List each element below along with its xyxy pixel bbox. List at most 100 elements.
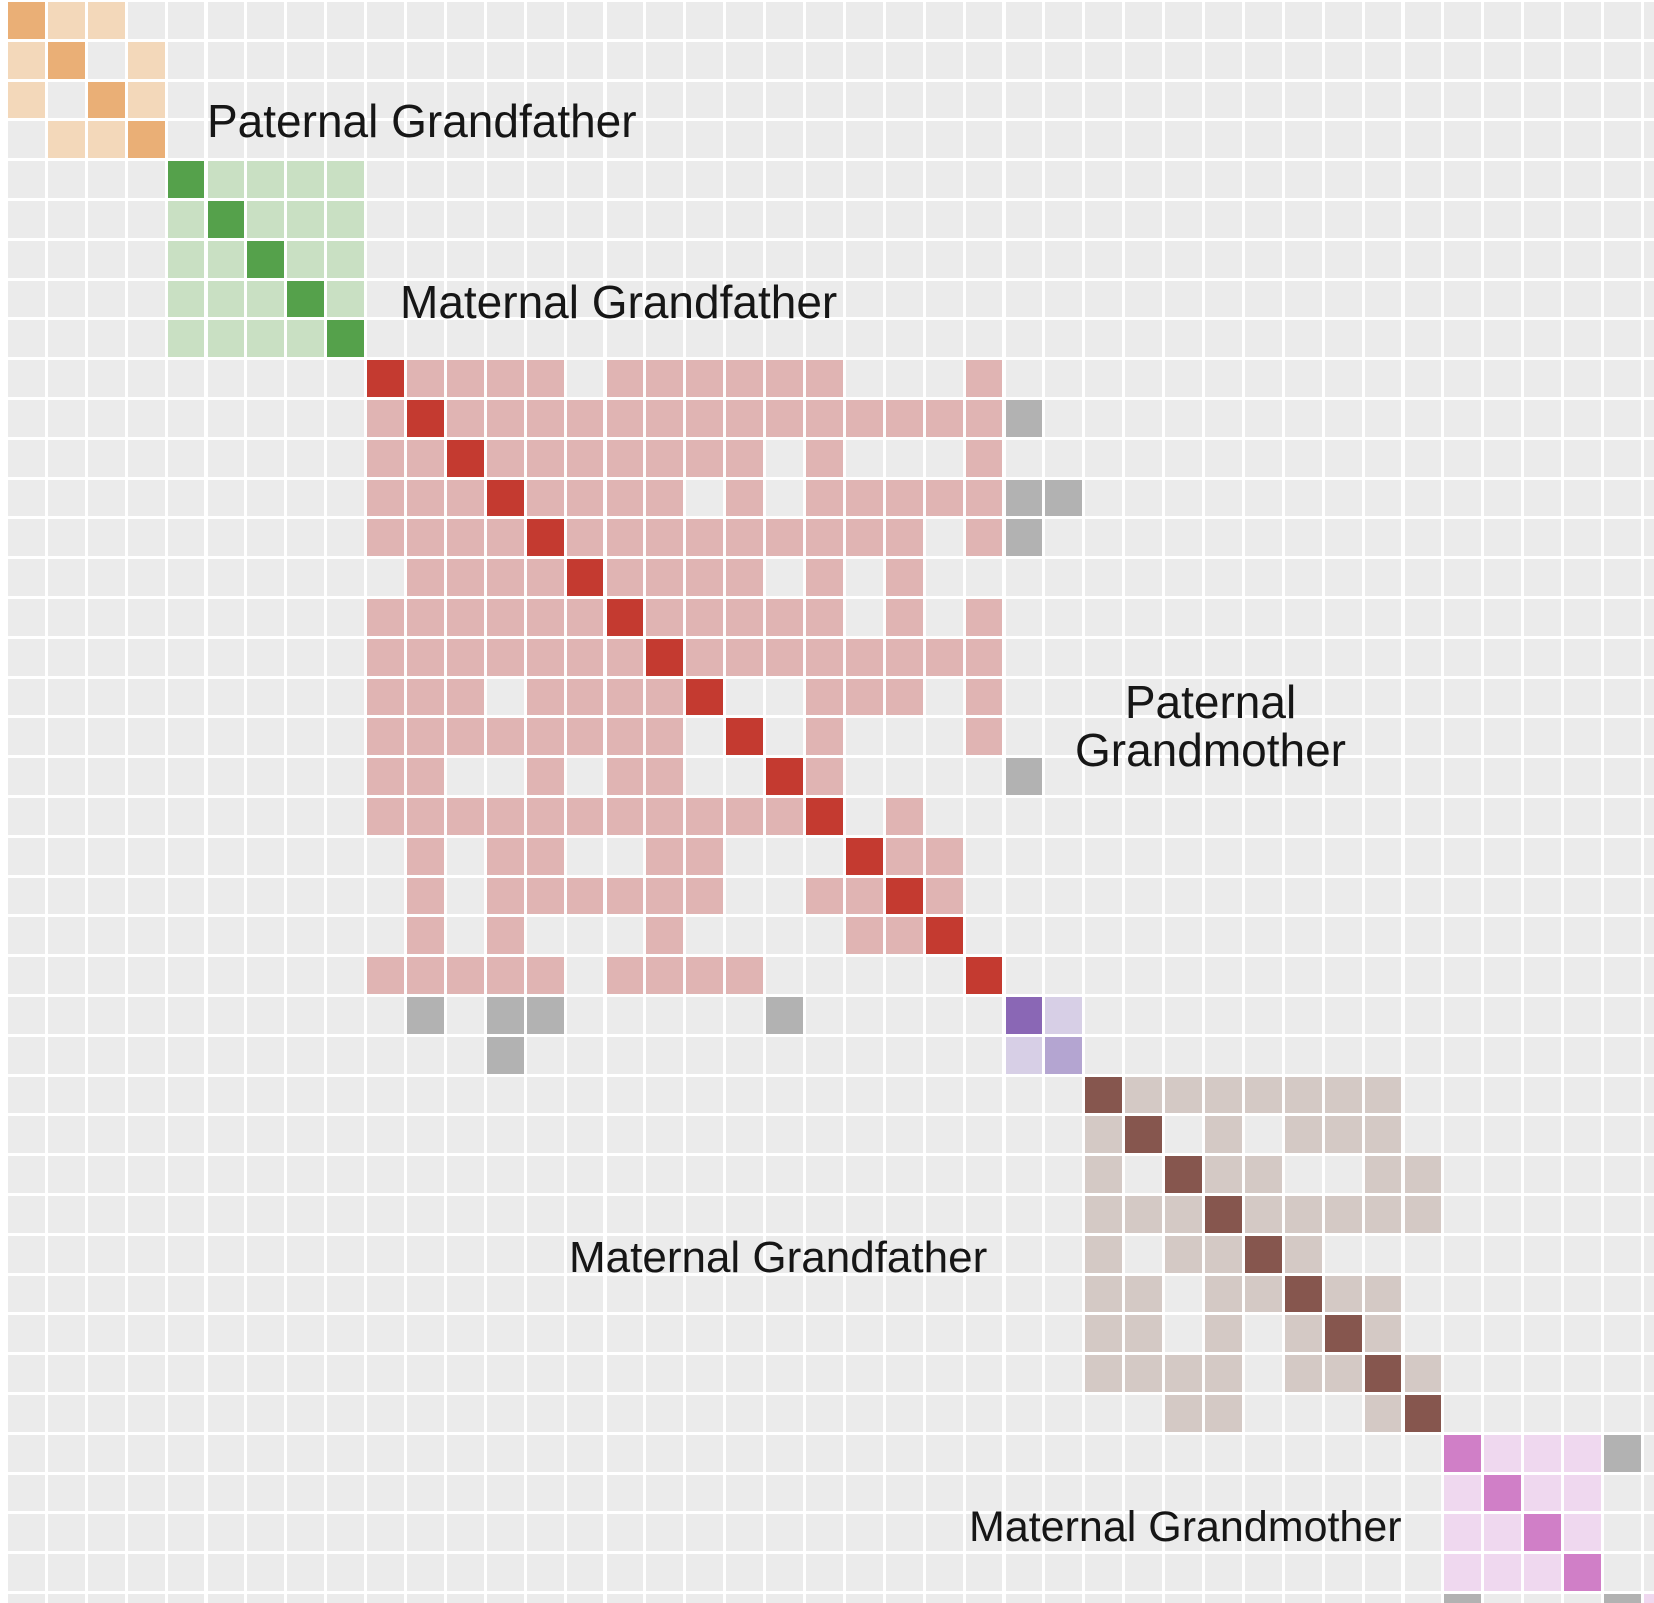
match-cell[interactable]	[446, 400, 484, 437]
match-cell[interactable]	[1364, 1275, 1402, 1313]
match-cell[interactable]	[885, 400, 923, 437]
match-cell[interactable]	[606, 678, 644, 716]
match-cell[interactable]	[1244, 1196, 1282, 1233]
match-cell[interactable]	[207, 320, 245, 358]
match-cell[interactable]	[486, 599, 524, 636]
match-cell[interactable]	[1444, 1514, 1482, 1552]
match-cell[interactable]	[885, 638, 923, 676]
match-cell[interactable]	[606, 599, 644, 636]
match-cell[interactable]	[726, 439, 764, 477]
match-cell[interactable]	[686, 837, 724, 875]
match-cell[interactable]	[925, 638, 963, 676]
match-cell[interactable]	[1564, 1514, 1601, 1552]
match-cell[interactable]	[646, 917, 684, 955]
match-cell[interactable]	[1205, 1156, 1242, 1194]
match-cell[interactable]	[806, 758, 843, 796]
match-cell[interactable]	[1125, 1315, 1163, 1353]
match-cell[interactable]	[965, 638, 1003, 676]
match-cell[interactable]	[367, 479, 404, 517]
match-cell[interactable]	[686, 678, 724, 716]
match-cell[interactable]	[766, 599, 803, 636]
match-cell[interactable]	[167, 280, 205, 318]
match-cell[interactable]	[1165, 1355, 1202, 1393]
match-cell[interactable]	[885, 917, 923, 955]
match-cell[interactable]	[646, 479, 684, 517]
match-cell[interactable]	[1125, 1275, 1163, 1313]
match-cell[interactable]	[1404, 1355, 1442, 1393]
match-cell[interactable]	[247, 280, 285, 318]
match-cell[interactable]	[486, 400, 524, 437]
match-cell[interactable]	[1125, 1116, 1163, 1154]
match-cell[interactable]	[207, 240, 245, 278]
match-cell[interactable]	[1125, 1196, 1163, 1233]
match-cell[interactable]	[1604, 1434, 1641, 1472]
match-cell[interactable]	[925, 479, 963, 517]
match-cell[interactable]	[367, 638, 404, 676]
match-cell[interactable]	[766, 798, 803, 835]
match-cell[interactable]	[127, 121, 165, 159]
match-cell[interactable]	[407, 997, 444, 1034]
match-cell[interactable]	[1085, 1076, 1123, 1114]
match-cell[interactable]	[1165, 1076, 1202, 1114]
match-cell[interactable]	[1284, 1355, 1322, 1393]
match-cell[interactable]	[486, 360, 524, 398]
match-cell[interactable]	[1005, 519, 1043, 557]
match-cell[interactable]	[726, 400, 764, 437]
match-cell[interactable]	[327, 320, 365, 358]
match-cell[interactable]	[1484, 1434, 1522, 1472]
match-cell[interactable]	[446, 439, 484, 477]
match-cell[interactable]	[367, 360, 404, 398]
match-cell[interactable]	[1085, 1156, 1123, 1194]
match-cell[interactable]	[885, 519, 923, 557]
match-cell[interactable]	[327, 201, 365, 238]
match-cell[interactable]	[486, 917, 524, 955]
match-cell[interactable]	[407, 479, 444, 517]
match-cell[interactable]	[247, 161, 285, 199]
match-cell[interactable]	[566, 479, 604, 517]
match-cell[interactable]	[446, 360, 484, 398]
match-cell[interactable]	[1324, 1076, 1362, 1114]
match-cell[interactable]	[965, 957, 1003, 995]
match-cell[interactable]	[726, 599, 764, 636]
match-cell[interactable]	[965, 439, 1003, 477]
match-cell[interactable]	[1484, 1474, 1522, 1512]
match-cell[interactable]	[446, 599, 484, 636]
match-cell[interactable]	[1324, 1116, 1362, 1154]
match-cell[interactable]	[127, 41, 165, 79]
match-cell[interactable]	[446, 638, 484, 676]
match-cell[interactable]	[686, 599, 724, 636]
match-cell[interactable]	[1205, 1395, 1242, 1432]
match-cell[interactable]	[606, 957, 644, 995]
match-cell[interactable]	[885, 599, 923, 636]
match-cell[interactable]	[726, 519, 764, 557]
match-cell[interactable]	[965, 400, 1003, 437]
match-cell[interactable]	[806, 718, 843, 756]
match-cell[interactable]	[446, 798, 484, 835]
match-cell[interactable]	[965, 718, 1003, 756]
match-cell[interactable]	[87, 121, 125, 159]
match-cell[interactable]	[526, 718, 564, 756]
match-cell[interactable]	[87, 2, 125, 39]
match-cell[interactable]	[1205, 1116, 1242, 1154]
match-cell[interactable]	[726, 798, 764, 835]
match-cell[interactable]	[47, 2, 85, 39]
match-cell[interactable]	[287, 240, 325, 278]
match-cell[interactable]	[806, 798, 843, 835]
match-cell[interactable]	[1284, 1076, 1322, 1114]
match-cell[interactable]	[1284, 1196, 1322, 1233]
match-cell[interactable]	[207, 201, 245, 238]
match-cell[interactable]	[526, 638, 564, 676]
match-cell[interactable]	[1484, 1514, 1522, 1552]
match-cell[interactable]	[726, 559, 764, 597]
match-cell[interactable]	[1005, 1036, 1043, 1074]
match-cell[interactable]	[1125, 1355, 1163, 1393]
match-cell[interactable]	[845, 479, 883, 517]
match-cell[interactable]	[1165, 1235, 1202, 1273]
match-cell[interactable]	[806, 678, 843, 716]
match-cell[interactable]	[526, 519, 564, 557]
match-cell[interactable]	[606, 718, 644, 756]
match-cell[interactable]	[1324, 1196, 1362, 1233]
match-cell[interactable]	[47, 121, 85, 159]
match-cell[interactable]	[686, 957, 724, 995]
match-cell[interactable]	[1045, 479, 1083, 517]
